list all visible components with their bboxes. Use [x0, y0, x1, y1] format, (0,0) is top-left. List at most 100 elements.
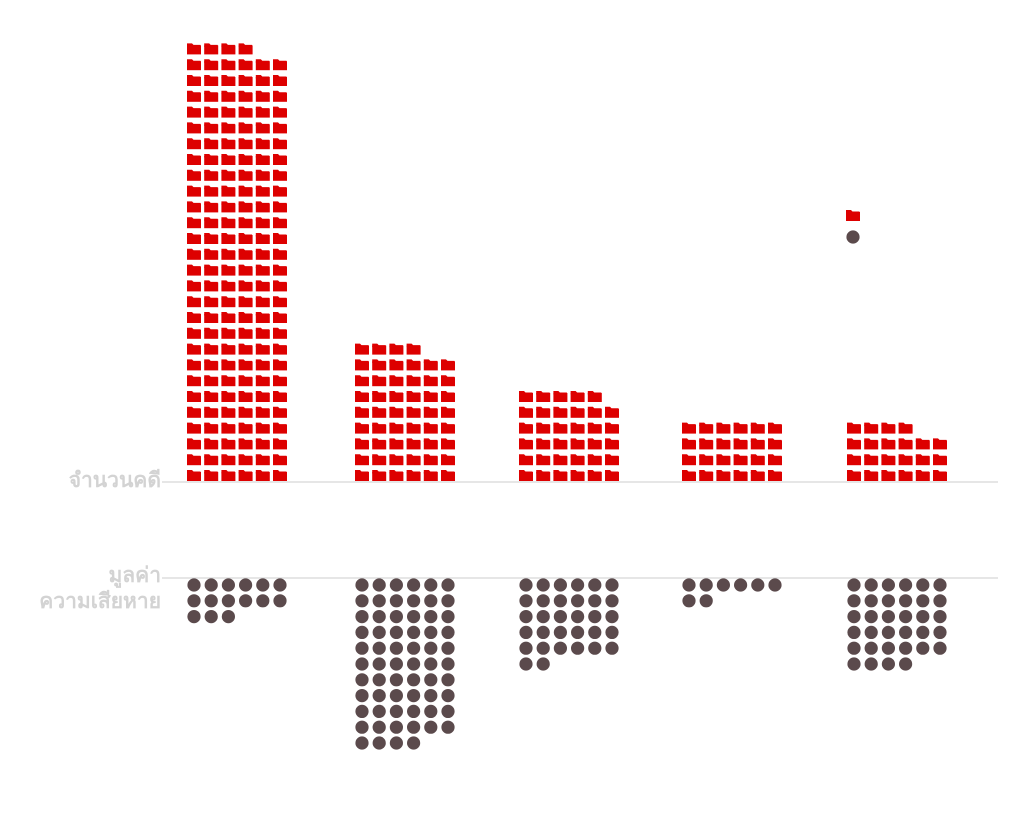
case-icon: [933, 438, 947, 450]
case-icon: [255, 454, 270, 466]
case-icon: [273, 59, 287, 71]
damage-icon: [519, 594, 533, 608]
damage-icon: [734, 578, 748, 592]
damage-icon: [881, 578, 896, 592]
case-icon: [204, 454, 219, 466]
case-icon: [536, 406, 551, 418]
damage-icon: [881, 625, 896, 640]
case-icon: [273, 343, 287, 355]
case-icon: [406, 359, 421, 371]
damage-icon: [588, 578, 602, 592]
damage-icon: [881, 610, 896, 624]
case-icon: [273, 454, 287, 466]
case-icon: [273, 185, 287, 197]
damage-icon: [916, 594, 930, 608]
case-icon: [221, 233, 236, 244]
case-icon: [204, 43, 219, 55]
case-icon: [847, 422, 861, 434]
case-icon: [204, 75, 219, 86]
damage-icon: [899, 594, 913, 608]
damage-icon: [355, 594, 369, 608]
damage-icon: [847, 594, 861, 608]
case-icon: [355, 422, 369, 434]
case-icon: [221, 359, 236, 371]
case-icon: [406, 343, 421, 355]
case-icon: [273, 138, 287, 150]
case-icon: [733, 454, 748, 466]
case-icon: [255, 201, 270, 213]
damage-icon: [372, 594, 386, 608]
damage-icon: [864, 578, 878, 592]
case-icon: [423, 359, 438, 371]
case-icon: [221, 470, 236, 481]
case-icon: [221, 138, 236, 150]
case-icon: [750, 438, 765, 450]
case-icon: [238, 312, 253, 323]
case-icon: [372, 438, 387, 450]
damage-icon: [389, 578, 403, 592]
case-icon: [204, 391, 219, 402]
case-icon: [204, 185, 219, 197]
case-icon: [519, 391, 533, 402]
case-icon: [682, 454, 696, 466]
case-icon: [221, 154, 236, 165]
case-icon: [187, 359, 201, 371]
case-icon: [273, 406, 287, 418]
case-icon: [204, 327, 219, 339]
case-icon: [355, 406, 369, 418]
case-icon: [587, 470, 602, 481]
case-icon: [587, 438, 602, 450]
case-icon: [587, 406, 602, 418]
case-icon: [389, 391, 404, 402]
case-icon: [238, 359, 253, 371]
case-icon: [204, 138, 219, 150]
damage-icon: [407, 689, 421, 703]
case-icon: [273, 201, 287, 213]
damage-icon: [933, 578, 947, 592]
case-icon: [238, 169, 253, 181]
damage-icon: [916, 578, 930, 592]
case-icon: [768, 454, 782, 466]
case-icon: [355, 375, 369, 387]
case-icon: [238, 343, 253, 355]
damage-icon: [605, 610, 619, 624]
case-icon: [255, 90, 270, 102]
case-icon: [255, 154, 270, 165]
damage-icon: [424, 594, 438, 608]
case-icon: [273, 217, 287, 229]
case-icon: [372, 343, 387, 355]
damage-icon: [355, 657, 369, 671]
damage-icon: [372, 578, 386, 592]
case-icon: [406, 406, 421, 418]
case-icon: [204, 59, 219, 71]
damage-icon: [407, 657, 421, 671]
damage-icon: [588, 610, 602, 624]
case-icon: [933, 470, 947, 481]
case-icon: [441, 470, 455, 481]
case-icon: [238, 296, 253, 308]
case-icon: [255, 406, 270, 418]
case-icon: [204, 264, 219, 276]
damage-icon: [256, 594, 270, 608]
case-icon: [187, 138, 201, 150]
case-icon: [273, 154, 287, 165]
damage-icon: [407, 641, 421, 655]
damage-icon: [424, 578, 438, 592]
case-icon: [273, 264, 287, 276]
case-icon: [187, 375, 201, 387]
case-icon: [570, 422, 585, 434]
case-icon: [187, 406, 201, 418]
case-icon: [406, 470, 421, 481]
case-icon: [204, 280, 219, 292]
damage-icon: [605, 578, 619, 592]
case-icon: [733, 422, 748, 434]
case-icon: [187, 122, 201, 134]
case-icon: [273, 248, 287, 260]
damage-icon: [187, 610, 201, 624]
damage-icon: [389, 657, 403, 671]
damage-icon: [389, 673, 403, 687]
damage-icon: [441, 657, 455, 671]
case-icon: [716, 422, 731, 434]
case-icon: [682, 438, 696, 450]
case-icon: [204, 438, 219, 450]
